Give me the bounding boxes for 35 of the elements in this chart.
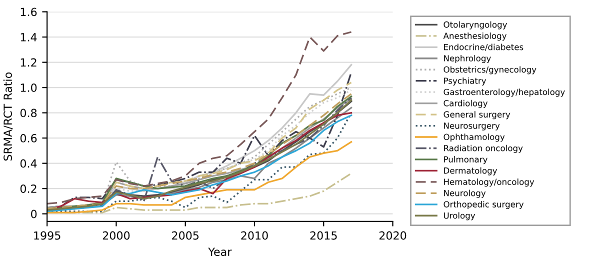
y-tick-label: 0.4 bbox=[20, 159, 37, 168]
legend-label: Anesthesiology bbox=[443, 32, 507, 41]
legend-label: Pulmonary bbox=[444, 156, 488, 164]
legend-label: Endocrine/diabetes bbox=[444, 44, 524, 51]
y-tick-label: 0 bbox=[31, 210, 37, 218]
x-tick-label: 2005 bbox=[172, 231, 199, 240]
legend-label: Orthopedic surgery bbox=[444, 200, 524, 210]
legend-label: Nephrology bbox=[444, 54, 491, 64]
legend-label: Ophthamology bbox=[444, 134, 505, 142]
legend-label: Dermatology bbox=[444, 167, 498, 176]
legend-label: Otolaryngology bbox=[444, 21, 508, 30]
x-tick-label: 2015 bbox=[310, 231, 337, 240]
x-tick-label: 1995 bbox=[34, 231, 60, 240]
legend-label: Hematology/oncology bbox=[444, 178, 534, 187]
y-tick-label: 1.4 bbox=[20, 33, 37, 42]
legend-label: Radiation oncology bbox=[444, 144, 523, 153]
y-tick-label: 1.0 bbox=[20, 84, 37, 92]
legend-label: Cardiology bbox=[444, 100, 488, 108]
legend-label: General surgery bbox=[444, 111, 510, 120]
y-tick-label: 0.2 bbox=[20, 184, 36, 193]
x-axis-title: Year bbox=[208, 248, 232, 256]
y-tick-label: 0.6 bbox=[20, 134, 37, 142]
x-tick-label: 2020 bbox=[379, 231, 406, 240]
x-tick-label: 2000 bbox=[102, 231, 130, 240]
legend-label: Psychiatry bbox=[444, 77, 486, 86]
y-tick-label: 0.8 bbox=[20, 108, 37, 118]
legend-label: Neurosurgery bbox=[444, 122, 500, 130]
legend-label: Obstetrics/gynecology bbox=[444, 66, 536, 74]
legend-label: Urology bbox=[444, 212, 476, 220]
x-tick-label: 2010 bbox=[241, 231, 268, 240]
y-tick-label: 1.6 bbox=[20, 8, 37, 16]
legend-label: Neurology bbox=[444, 190, 486, 198]
y-axis-title: SRMA/RCT Ratio bbox=[3, 72, 13, 161]
legend-label: Gastroenterology/hepatology bbox=[444, 88, 565, 97]
y-tick-label: 1.2 bbox=[20, 58, 36, 67]
